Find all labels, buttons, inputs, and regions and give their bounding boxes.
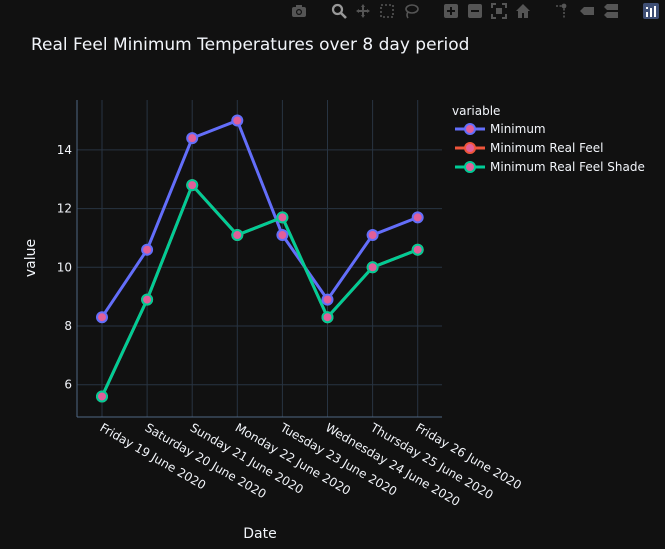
plotly-logo-icon[interactable] [643,3,659,19]
data-point[interactable] [276,229,289,242]
data-point[interactable] [96,311,108,324]
y-axis-title: value [23,239,39,277]
data-point[interactable] [231,229,244,242]
hover-closest-icon[interactable] [579,3,595,19]
legend-items: Minimum Minimum Real Feel Minimum Real Fee… [455,122,645,174]
legend-marker [464,161,476,173]
data-point[interactable] [321,311,334,324]
legend-label[interactable]: Minimum Real Feel [490,141,603,155]
data-point[interactable] [141,293,154,306]
data-point[interactable] [411,211,424,224]
data-point[interactable] [231,114,244,127]
spike-lines-icon[interactable] [555,3,571,19]
y-tick-label: 10 [57,260,72,274]
series-line [100,183,419,398]
data-point[interactable] [321,293,334,306]
legend-marker [464,142,476,154]
lasso-select-icon[interactable] [403,3,419,19]
horizontal-grid [77,149,442,386]
legend-label[interactable]: Minimum Real Feel Shade [490,160,645,174]
x-axis-title: Date [243,526,276,542]
data-point[interactable] [186,132,199,145]
box-select-icon[interactable] [379,3,395,19]
plot-area [77,100,442,417]
pan-icon[interactable] [355,3,371,19]
hover-compare-icon[interactable] [603,3,619,19]
series-layer [96,114,424,403]
data-point[interactable] [276,211,289,224]
camera-icon[interactable] [291,3,307,19]
data-point[interactable] [411,243,424,256]
data-point[interactable] [141,243,154,256]
data-point[interactable] [186,179,199,192]
autoscale-icon[interactable] [491,3,507,19]
legend-title: variable [452,104,500,118]
vertical-grid [101,100,419,417]
y-tick-label: 14 [57,143,72,157]
y-tick-label: 6 [64,378,72,392]
y-tick-label: 12 [57,202,72,216]
chart-title: Real Feel Minimum Temperatures over 8 da… [31,35,469,55]
modebar [291,2,659,20]
data-point[interactable] [366,229,379,242]
y-tick-label: 8 [64,319,72,333]
zoom-in-icon[interactable] [443,3,459,19]
zoom-icon[interactable] [331,3,347,19]
data-point[interactable] [96,390,108,403]
reset-axes-icon[interactable] [515,3,531,19]
y-tick-labels: 6 8 10 12 14 [57,143,72,392]
zoom-out-icon[interactable] [467,3,483,19]
data-point[interactable] [366,261,379,274]
legend-label[interactable]: Minimum [490,122,546,136]
legend-marker [464,123,476,135]
series-line [100,119,419,319]
